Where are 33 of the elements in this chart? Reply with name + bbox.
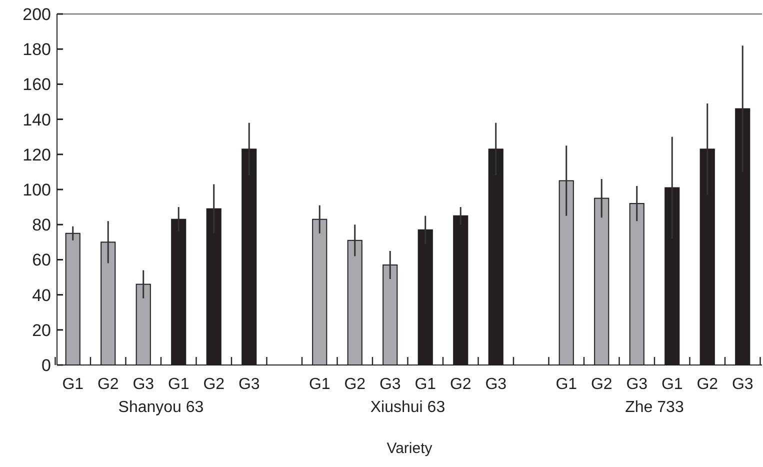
x-tick-label: G2 — [344, 376, 366, 393]
y-tick-label: 200 — [22, 4, 51, 24]
y-tick-label: 40 — [32, 286, 51, 305]
x-axis-title: Variety — [386, 440, 433, 457]
y-tick-label: 120 — [22, 145, 51, 164]
x-tick-label: G3 — [238, 376, 260, 393]
x-tick-label: G1 — [62, 376, 84, 393]
text: Shanyou 63 — [118, 399, 204, 416]
y-tick-label: 100 — [22, 180, 51, 200]
x-tick-label: G1 — [556, 376, 578, 393]
y-tick-label: 20 — [32, 320, 51, 340]
x-tick-label: G3 — [626, 376, 648, 393]
x-tick-label: G2 — [97, 376, 119, 393]
x-tick-label: G1 — [308, 376, 330, 393]
x-tick-label: G3 — [485, 376, 507, 393]
text: Xiushui 63 — [370, 399, 446, 416]
y-tick-label: 60 — [32, 250, 51, 270]
y-tick-label: 80 — [32, 216, 51, 235]
x-tick-label: G1 — [414, 376, 436, 393]
text: Zhe 733 — [625, 399, 684, 416]
y-tick-label: 0 — [42, 356, 51, 375]
x-tick-label: G2 — [450, 376, 472, 393]
x-tick-label: G1 — [168, 376, 190, 393]
x-tick-label: G3 — [732, 376, 754, 393]
y-tick-label: 140 — [22, 110, 51, 130]
y-tick-label: 180 — [22, 40, 51, 60]
x-tick-label: G3 — [379, 376, 401, 393]
x-tick-label: G2 — [696, 376, 718, 393]
x-tick-label: G2 — [590, 376, 612, 393]
y-tick-label: 160 — [22, 75, 51, 94]
x-tick-label: G2 — [203, 376, 225, 393]
x-tick-label: G3 — [132, 376, 154, 393]
x-tick-label: G1 — [661, 376, 683, 393]
